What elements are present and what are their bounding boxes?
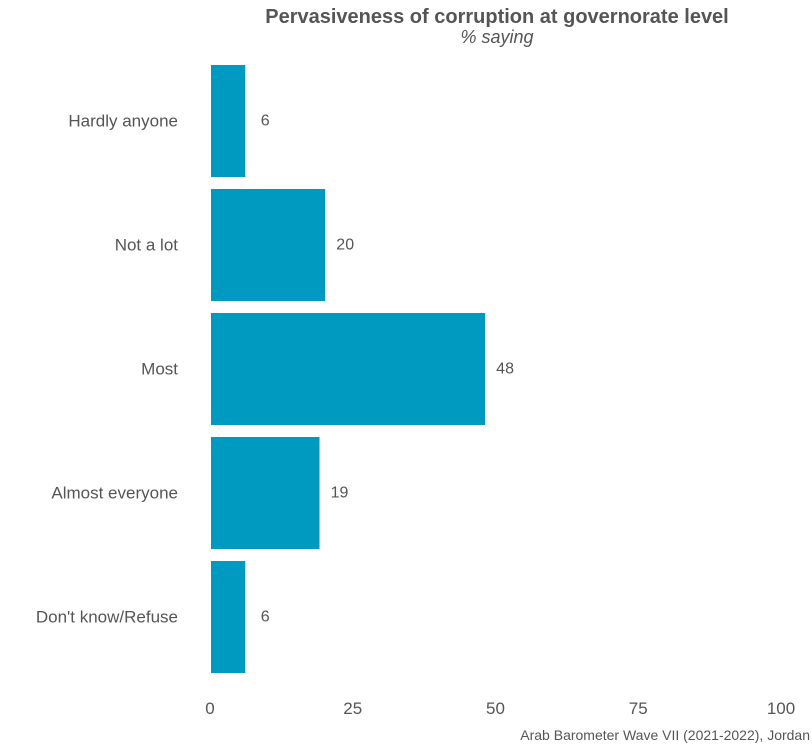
x-tick-label: 100 <box>767 699 795 718</box>
data-label: 6 <box>261 609 270 626</box>
category-label: Hardly anyone <box>68 112 178 131</box>
category-label: Don't know/Refuse <box>36 608 178 627</box>
bar <box>211 313 486 425</box>
bar <box>211 437 320 549</box>
x-tick-label: 50 <box>486 699 505 718</box>
data-label: 19 <box>331 485 349 502</box>
x-tick-label: 25 <box>343 699 362 718</box>
chart-caption: Arab Barometer Wave VII (2021-2022), Jor… <box>520 727 810 743</box>
category-label: Almost everyone <box>51 484 178 503</box>
category-label: Not a lot <box>115 236 179 255</box>
bar <box>211 65 246 177</box>
category-label: Most <box>141 360 178 379</box>
x-tick-label: 0 <box>205 699 214 718</box>
data-label: 20 <box>336 237 354 254</box>
data-label: 48 <box>496 361 514 378</box>
data-label: 6 <box>261 113 270 130</box>
bar <box>211 561 246 673</box>
x-tick-label: 75 <box>629 699 648 718</box>
bar <box>211 189 326 301</box>
